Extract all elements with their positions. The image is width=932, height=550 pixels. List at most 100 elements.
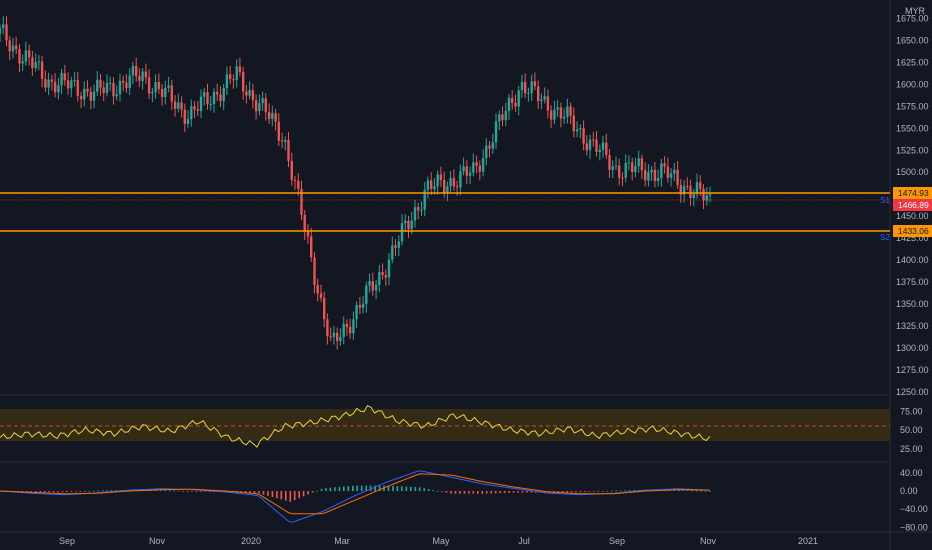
macd-histogram-bar (508, 491, 510, 493)
macd-histogram-bar (597, 491, 600, 492)
support-level-s2[interactable]: S2 1433.06 (0, 225, 932, 242)
macd-histogram-bar (378, 485, 381, 492)
candle-body (378, 272, 381, 285)
macd-histogram-bar (360, 485, 363, 492)
last-price-value: 1466.89 (898, 200, 929, 210)
macd-histogram-bar (624, 490, 626, 492)
candle-body (669, 173, 673, 178)
candle-body (212, 91, 216, 104)
candle-body (242, 72, 245, 92)
macd-histogram-bar (66, 491, 68, 492)
support-level-s1[interactable]: S1 1474.93 (0, 187, 932, 205)
macd-axis-tick: −80.00 (900, 522, 928, 532)
candle-body (413, 207, 417, 221)
macd-histogram-bar (606, 490, 609, 492)
candle-body (640, 158, 644, 171)
candle-body (417, 207, 420, 211)
macd-histogram-bar (302, 491, 305, 497)
s2-label: S2 (880, 233, 890, 242)
candle-body (365, 285, 368, 304)
time-axis-tick: Mar (334, 536, 350, 546)
price-axis-tick: 1550.00 (896, 123, 929, 133)
macd-histogram-bar (209, 491, 211, 492)
macd-histogram-bar (347, 486, 350, 491)
time-axis-tick: 2020 (241, 536, 261, 546)
macd-histogram-bar (691, 490, 693, 492)
candle-body (611, 166, 614, 170)
candle-body (430, 180, 433, 189)
macd-histogram-bar (48, 491, 50, 493)
candle-body (465, 166, 468, 176)
macd-histogram-bar (485, 491, 488, 494)
macd-histogram-bar (21, 491, 24, 492)
candle-body (222, 88, 225, 102)
candle-body (673, 169, 676, 174)
macd-histogram-bar (97, 490, 99, 492)
rsi-axis-tick: 50.00 (900, 425, 923, 435)
macd-histogram-bar (334, 487, 336, 492)
candle-body (160, 89, 164, 97)
macd-histogram-bar (244, 491, 247, 493)
candle-body (180, 102, 183, 110)
candle-body (394, 245, 397, 248)
candle-body (537, 86, 540, 102)
macd-histogram-bar (325, 488, 327, 491)
candle-body (79, 95, 83, 100)
candle-body (475, 162, 478, 166)
macd-histogram-bar (619, 490, 622, 492)
macd-histogram-bar (401, 486, 403, 491)
candle-body (705, 195, 708, 201)
candle-body (663, 163, 666, 167)
rsi-axis: 75.00 50.00 25.00 (900, 406, 923, 454)
macd-histogram-bar (191, 491, 193, 492)
macd-histogram-bar (343, 486, 345, 491)
candle-body (501, 114, 504, 121)
macd-histogram-bar (503, 491, 506, 493)
macd-histogram-bar (602, 491, 604, 492)
macd-histogram-bar (70, 491, 73, 492)
candle-body (459, 171, 462, 188)
candle-body (582, 128, 585, 144)
candle-body (63, 73, 66, 81)
candle-body (28, 50, 31, 58)
macd-histogram-bar (423, 488, 425, 492)
candle-body (261, 98, 264, 104)
macd-histogram-bar (517, 491, 519, 493)
candle-body (530, 81, 533, 94)
candle-body (348, 327, 352, 334)
time-axis: Sep Nov 2020 Mar May Jul Sep Nov 2021 (59, 536, 818, 546)
candle-body (572, 115, 575, 132)
macd-histogram-bar (88, 490, 91, 492)
candle-body (44, 79, 47, 88)
price-axis-tick: 1375.00 (896, 277, 929, 287)
candle-body (423, 189, 426, 210)
candle-body (491, 142, 494, 149)
candle-body (439, 174, 443, 181)
macd-histogram-bar (673, 489, 676, 491)
candle-body (138, 76, 141, 81)
candle-body (105, 83, 109, 93)
candle-body (358, 305, 362, 308)
candle-body (196, 109, 199, 111)
candle-body (592, 139, 595, 141)
macd-histogram-bar (352, 485, 354, 492)
candle-body (336, 332, 339, 341)
candle-body (225, 74, 229, 89)
macd-histogram-bar (168, 490, 171, 492)
candle-body (219, 94, 222, 102)
price-axis-tick: 1525.00 (896, 145, 929, 155)
macd-histogram-bar (164, 490, 166, 491)
candle-body (31, 57, 34, 68)
candle-body (339, 337, 342, 341)
price-axis-tick: 1425.00 (896, 233, 929, 243)
time-axis-tick: Sep (609, 536, 625, 546)
candle-body (404, 220, 407, 223)
candle-body (70, 80, 73, 89)
candle-body (485, 145, 488, 159)
candle-body (621, 177, 624, 179)
price-axis-tick: 1400.00 (896, 255, 929, 265)
macd-histogram-bar (494, 491, 497, 494)
candle-body (569, 106, 572, 116)
macd-histogram-bar (584, 491, 586, 492)
